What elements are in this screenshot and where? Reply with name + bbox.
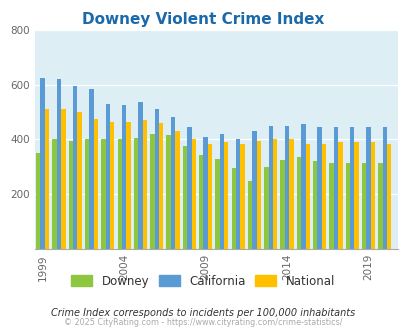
- Bar: [134, 138, 138, 249]
- Bar: [264, 167, 268, 249]
- Text: © 2025 CityRating.com - https://www.cityrating.com/crime-statistics/: © 2025 CityRating.com - https://www.city…: [64, 318, 341, 327]
- Bar: [150, 134, 154, 249]
- Bar: [289, 139, 293, 249]
- Bar: [110, 121, 114, 249]
- Bar: [85, 139, 89, 249]
- Bar: [235, 139, 240, 249]
- Bar: [252, 131, 256, 249]
- Bar: [207, 144, 212, 249]
- Bar: [77, 112, 82, 249]
- Bar: [187, 127, 191, 249]
- Bar: [166, 135, 171, 249]
- Bar: [198, 154, 203, 249]
- Bar: [272, 139, 277, 249]
- Bar: [142, 120, 147, 249]
- Bar: [94, 119, 98, 249]
- Bar: [284, 126, 289, 249]
- Bar: [89, 89, 94, 249]
- Bar: [45, 109, 49, 249]
- Bar: [122, 105, 126, 249]
- Bar: [377, 163, 382, 249]
- Bar: [171, 117, 175, 249]
- Bar: [365, 127, 370, 249]
- Bar: [68, 141, 73, 249]
- Text: Crime Index corresponds to incidents per 100,000 inhabitants: Crime Index corresponds to incidents per…: [51, 308, 354, 317]
- Bar: [333, 127, 337, 249]
- Bar: [117, 139, 121, 249]
- Bar: [337, 142, 342, 249]
- Bar: [126, 121, 130, 249]
- Bar: [268, 126, 272, 249]
- Bar: [175, 131, 179, 249]
- Bar: [370, 142, 374, 249]
- Bar: [349, 127, 354, 249]
- Bar: [138, 102, 142, 249]
- Bar: [386, 144, 390, 249]
- Bar: [361, 163, 365, 249]
- Bar: [231, 168, 235, 249]
- Bar: [52, 139, 57, 249]
- Bar: [36, 153, 41, 249]
- Bar: [280, 160, 284, 249]
- Bar: [57, 79, 61, 249]
- Bar: [203, 137, 207, 249]
- Bar: [182, 146, 187, 249]
- Legend: Downey, California, National: Downey, California, National: [66, 270, 339, 292]
- Bar: [240, 144, 244, 249]
- Bar: [301, 124, 305, 249]
- Bar: [61, 109, 65, 249]
- Bar: [328, 163, 333, 249]
- Bar: [154, 109, 158, 249]
- Bar: [256, 141, 260, 249]
- Bar: [158, 123, 163, 249]
- Bar: [101, 139, 105, 249]
- Bar: [191, 139, 196, 249]
- Bar: [247, 181, 252, 249]
- Bar: [312, 161, 317, 249]
- Bar: [345, 163, 349, 249]
- Bar: [215, 159, 219, 249]
- Bar: [321, 144, 326, 249]
- Bar: [305, 144, 309, 249]
- Bar: [382, 127, 386, 249]
- Bar: [219, 134, 224, 249]
- Bar: [40, 78, 45, 249]
- Bar: [296, 157, 301, 249]
- Bar: [105, 104, 110, 249]
- Bar: [354, 142, 358, 249]
- Bar: [73, 86, 77, 249]
- Bar: [317, 127, 321, 249]
- Bar: [224, 142, 228, 249]
- Text: Downey Violent Crime Index: Downey Violent Crime Index: [82, 12, 323, 26]
